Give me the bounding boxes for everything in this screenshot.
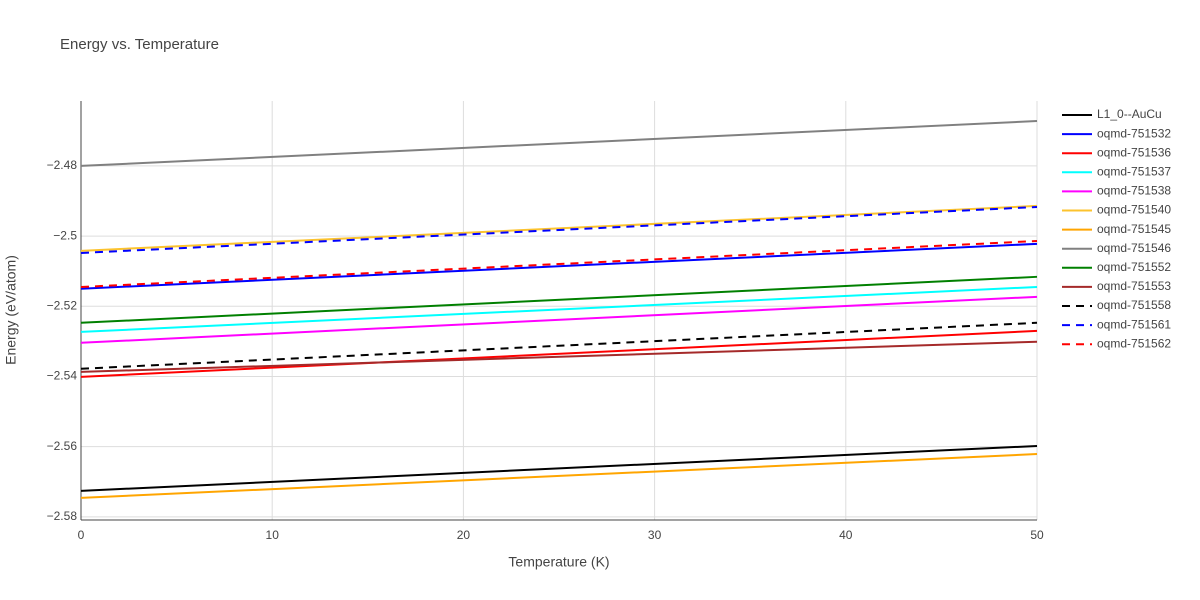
series-line bbox=[80, 285, 1038, 333]
series-line bbox=[80, 453, 1038, 499]
legend-label: oqmd-751558 bbox=[1097, 298, 1171, 312]
series-line bbox=[80, 444, 1038, 492]
legend-label: oqmd-751553 bbox=[1097, 279, 1171, 293]
series-line bbox=[80, 120, 1038, 167]
legend-label: oqmd-751562 bbox=[1097, 336, 1171, 350]
y-axis-title: Energy (eV/atom) bbox=[3, 255, 19, 365]
x-tick-label: 30 bbox=[648, 528, 662, 542]
legend-label: oqmd-751545 bbox=[1097, 222, 1171, 236]
x-tick-label: 0 bbox=[78, 528, 85, 542]
legend-label: oqmd-751538 bbox=[1097, 184, 1171, 198]
legend-label: oqmd-751561 bbox=[1097, 317, 1171, 331]
series-line bbox=[80, 240, 1038, 288]
x-tick-label: 10 bbox=[266, 528, 280, 542]
series-line bbox=[80, 204, 1038, 252]
legend-label: oqmd-751540 bbox=[1097, 203, 1171, 217]
y-tick-label: −2.48 bbox=[47, 158, 78, 172]
series-line bbox=[80, 329, 1038, 378]
y-tick-label: −2.56 bbox=[47, 439, 78, 453]
x-tick-label: 50 bbox=[1030, 528, 1044, 542]
y-tick-label: −2.52 bbox=[47, 298, 78, 312]
series-line bbox=[80, 205, 1038, 254]
y-tick-label: −2.5 bbox=[53, 228, 77, 242]
legend-label: oqmd-751532 bbox=[1097, 126, 1171, 140]
chart-title: Energy vs. Temperature bbox=[60, 36, 219, 53]
legend-label: oqmd-751537 bbox=[1097, 164, 1171, 178]
y-tick-label: −2.54 bbox=[47, 369, 78, 383]
x-axis-title: Temperature (K) bbox=[508, 554, 609, 570]
series-line bbox=[80, 340, 1038, 373]
y-tick-label: −2.58 bbox=[47, 509, 78, 523]
series-line bbox=[80, 275, 1038, 324]
series-line bbox=[80, 321, 1038, 370]
legend-label: oqmd-751546 bbox=[1097, 241, 1171, 255]
x-tick-label: 40 bbox=[839, 528, 853, 542]
x-tick-label: 20 bbox=[457, 528, 471, 542]
series-line bbox=[80, 295, 1038, 344]
legend-label: L1_0--AuCu bbox=[1097, 107, 1162, 121]
legend-label: oqmd-751552 bbox=[1097, 260, 1171, 274]
legend-label: oqmd-751536 bbox=[1097, 145, 1171, 159]
series-line bbox=[80, 242, 1038, 290]
